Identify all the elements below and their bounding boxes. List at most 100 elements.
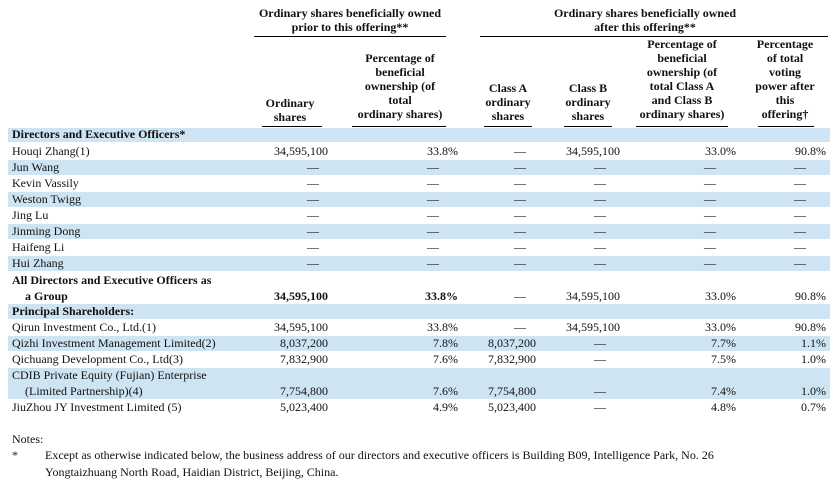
row-name-cdib-line2: (Limited Partnership)(4)	[25, 384, 143, 398]
cell-dash: —	[307, 240, 319, 254]
col-rule	[484, 126, 532, 127]
band-row	[8, 192, 830, 207]
cell-ord: 7,754,800	[280, 384, 328, 398]
cell-dash: —	[514, 192, 526, 206]
cell-dash: —	[514, 224, 526, 238]
row-name-haifeng: Haifeng Li	[12, 240, 65, 254]
cell-dash: —	[427, 256, 439, 270]
cell-ord: 5,023,400	[280, 400, 328, 414]
cell-pct-prior: 4.9%	[433, 400, 458, 414]
row-name-jing: Jing Lu	[12, 208, 49, 222]
notes-title: Notes:	[12, 432, 44, 446]
band-row	[8, 224, 830, 239]
cell-dash: —	[794, 240, 806, 254]
row-name-qirun: Qirun Investment Co., Ltd.(1)	[12, 320, 156, 334]
cell-voting: 90.8%	[795, 289, 826, 303]
row-name-qizhi: Qizhi Investment Management Limited(2)	[12, 336, 216, 350]
section-directors: Directors and Executive Officers*	[12, 127, 186, 141]
cell-pct-after: 33.0%	[705, 320, 736, 334]
cell-dash: —	[594, 160, 606, 174]
row-name-jun: Jun Wang	[12, 160, 60, 174]
col-rule	[636, 126, 728, 127]
cell-dash: —	[794, 160, 806, 174]
cell-voting: 90.8%	[795, 320, 826, 334]
cell-ord: 34,595,100	[274, 289, 328, 303]
cell-dash: —	[427, 224, 439, 238]
cell-dash: —	[427, 176, 439, 190]
cell-class-b: 34,595,100	[566, 320, 620, 334]
col-header-pct-after: Percentage of beneficial ownership (of t…	[639, 37, 725, 121]
notes-star-line2: Yongtaizhuang North Road, Haidian Distri…	[45, 465, 339, 479]
col-rule	[262, 126, 322, 127]
cell-dash: —	[514, 176, 526, 190]
cell-class-a: 7,754,800	[488, 384, 536, 398]
row-name-weston: Weston Twigg	[12, 192, 81, 206]
band-directors-header	[8, 128, 830, 142]
cell-pct-after: 7.4%	[711, 384, 736, 398]
row-name-all-line1: All Directors and Executive Officers as	[12, 273, 212, 287]
cell-dash: —	[307, 256, 319, 270]
cell-dash: —	[594, 176, 606, 190]
cell-pct-after: 33.0%	[705, 144, 736, 158]
row-name-all-line2: a Group	[25, 289, 68, 303]
cell-class-a: 8,037,200	[488, 336, 536, 350]
cell-pct-after: 7.7%	[711, 336, 736, 350]
cell-dash: —	[307, 224, 319, 238]
cell-dash: —	[427, 208, 439, 222]
cell-class-b: —	[594, 384, 606, 398]
cell-dash: —	[514, 160, 526, 174]
cell-class-a: 5,023,400	[488, 400, 536, 414]
cell-pct-after: 4.8%	[711, 400, 736, 414]
cell-dash: —	[514, 240, 526, 254]
row-name-qichuang: Qichuang Development Co., Ltd(3)	[12, 352, 183, 366]
cell-ord: 7,832,900	[280, 352, 328, 366]
cell-dash: —	[594, 192, 606, 206]
group-header-after: Ordinary shares beneficially owned after…	[553, 6, 737, 34]
row-name-jiuzhou: JiuZhou JY Investment Limited (5)	[12, 400, 182, 414]
col-header-ordinary-shares: Ordinary shares	[265, 96, 315, 124]
cell-voting: 0.7%	[801, 400, 826, 414]
cell-dash: —	[704, 256, 716, 270]
row-name-kevin: Kevin Vassily	[12, 176, 79, 190]
cell-dash: —	[514, 208, 526, 222]
cell-dash: —	[427, 192, 439, 206]
cell-voting: 1.1%	[801, 336, 826, 350]
cell-dash: —	[307, 192, 319, 206]
cell-class-a: —	[514, 144, 526, 158]
cell-pct-prior: 33.8%	[427, 144, 458, 158]
cell-dash: —	[594, 208, 606, 222]
col-header-voting: Percentage of total voting power after t…	[755, 37, 815, 121]
group-header-prior: Ordinary shares beneficially owned prior…	[258, 6, 442, 34]
cell-voting: 1.0%	[801, 352, 826, 366]
col-rule	[564, 126, 612, 127]
cell-dash: —	[307, 176, 319, 190]
cell-dash: —	[307, 160, 319, 174]
cell-pct-after: 33.0%	[705, 289, 736, 303]
notes-star-marker: *	[12, 448, 18, 462]
cell-dash: —	[704, 240, 716, 254]
cell-dash: —	[704, 208, 716, 222]
row-name-jinming: Jinming Dong	[12, 224, 81, 238]
cell-class-b: 34,595,100	[566, 289, 620, 303]
group-rule-prior	[254, 36, 446, 37]
row-name-houqi: Houqi Zhang(1)	[12, 144, 90, 158]
notes-star-line1: Except as otherwise indicated below, the…	[45, 448, 714, 462]
cell-ord: 34,595,100	[274, 144, 328, 158]
cell-voting: 1.0%	[801, 384, 826, 398]
group-rule-after	[480, 36, 828, 37]
cell-pct-prior: 33.8%	[425, 289, 458, 303]
band-row	[8, 336, 830, 351]
cell-pct-prior: 33.8%	[427, 320, 458, 334]
col-header-class-a: Class A ordinary shares	[485, 81, 531, 123]
section-principal: Principal Shareholders:	[12, 304, 135, 318]
row-name-cdib-line1: CDIB Private Equity (Fujian) Enterprise	[12, 368, 207, 382]
cell-dash: —	[704, 192, 716, 206]
cell-ord: 34,595,100	[274, 320, 328, 334]
cell-pct-prior: 7.6%	[433, 352, 458, 366]
cell-pct-after: 7.5%	[711, 352, 736, 366]
cell-class-b: —	[594, 352, 606, 366]
band-row	[8, 256, 830, 271]
cell-dash: —	[704, 160, 716, 174]
cell-dash: —	[704, 176, 716, 190]
band-row	[8, 368, 830, 399]
